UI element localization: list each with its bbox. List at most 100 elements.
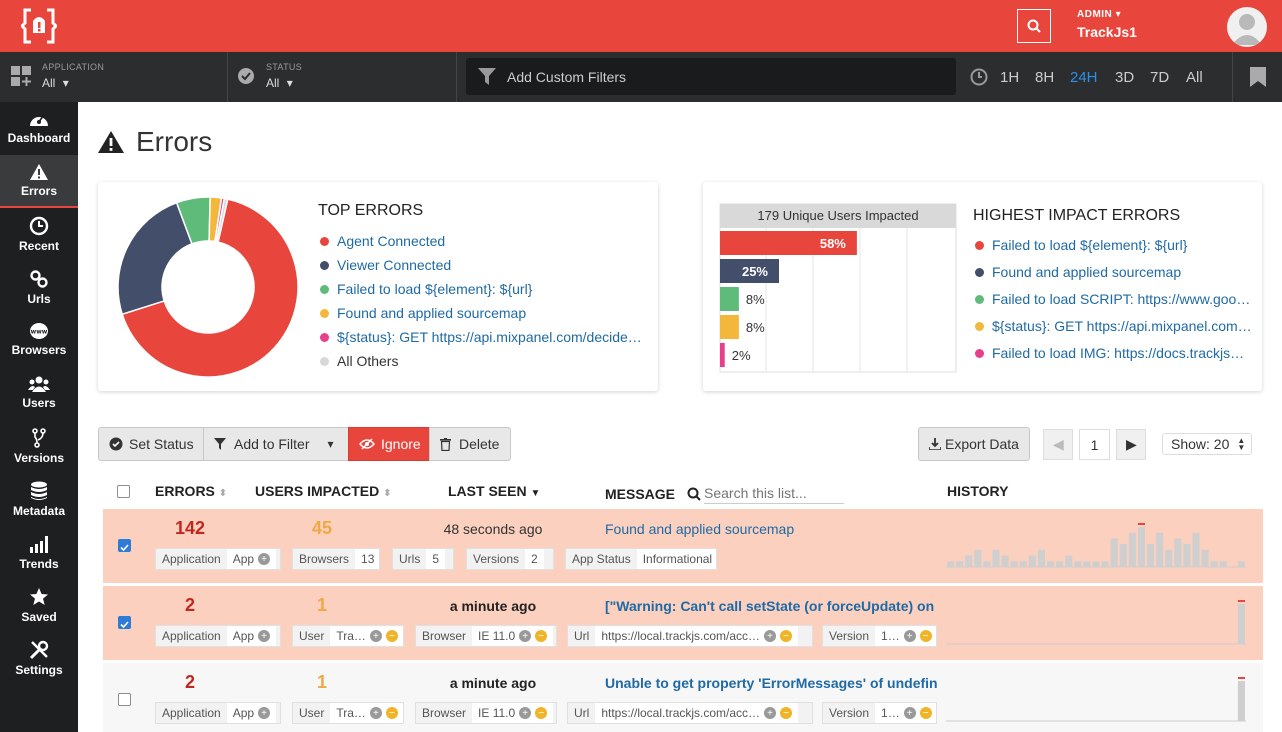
plus-circle-icon[interactable]: +	[903, 707, 916, 719]
sidebar-item-versions[interactable]: Versions	[0, 420, 78, 473]
plus-circle-icon[interactable]: +	[519, 630, 532, 642]
add-to-filter-button[interactable]: Add to Filter ▾	[203, 427, 349, 461]
tag-browser[interactable]: Browser IE 11.0 + −	[415, 702, 557, 724]
plus-circle-icon[interactable]: +	[764, 707, 777, 719]
error-message-link[interactable]: ["Warning: Can't call setState (or force…	[605, 598, 937, 614]
donut-slice[interactable]	[215, 197, 229, 244]
sidebar-item-dashboard[interactable]: Dashboard	[0, 102, 78, 155]
highest-impact-legend-item[interactable]: Failed to load ${element}: ${url}	[975, 237, 1187, 253]
minus-circle-icon[interactable]: −	[535, 707, 548, 719]
tag-url[interactable]: Url https://local.trackjs.com/acc… + −	[567, 625, 813, 647]
message-search-input[interactable]	[704, 482, 844, 504]
error-message-link[interactable]: Found and applied sourcemap	[605, 521, 795, 537]
plus-circle-icon[interactable]: +	[519, 707, 532, 719]
last-seen-column-header[interactable]: LAST SEEN ▼	[448, 483, 540, 499]
top-errors-donut[interactable]	[108, 187, 308, 387]
sidebar-item-users[interactable]: Users	[0, 367, 78, 420]
tag-versions[interactable]: Versions 2	[466, 548, 554, 570]
application-filter[interactable]: APPLICATION All ▾	[0, 52, 228, 102]
table-row[interactable]: 142 45 48 seconds ago Found and applied …	[103, 509, 1263, 583]
bookmark-button[interactable]	[1232, 52, 1282, 102]
impact-bar[interactable]	[720, 343, 725, 367]
plus-circle-icon[interactable]: +	[764, 630, 777, 642]
highest-impact-legend-item[interactable]: Failed to load SCRIPT: https://www.goo…	[975, 291, 1250, 307]
next-page-button[interactable]: ▶	[1116, 429, 1146, 460]
tag-version[interactable]: Version 1… + −	[822, 625, 937, 647]
sidebar-item-saved[interactable]: Saved	[0, 579, 78, 632]
avatar[interactable]	[1227, 7, 1267, 47]
sidebar-item-settings[interactable]: Settings	[0, 632, 78, 685]
top-errors-legend-item[interactable]: Failed to load ${element}: ${url}	[320, 281, 532, 297]
plus-circle-icon[interactable]: +	[369, 630, 382, 642]
tag-url[interactable]: Url https://local.trackjs.com/acc… + −	[567, 702, 813, 724]
plus-circle-icon[interactable]: +	[369, 707, 382, 719]
range-1h[interactable]: 1H	[1000, 69, 1020, 86]
status-filter[interactable]: STATUS All ▾	[228, 52, 457, 102]
range-8h[interactable]: 8H	[1035, 69, 1055, 86]
sidebar-item-metadata[interactable]: Metadata	[0, 473, 78, 526]
plus-circle-icon[interactable]: +	[258, 707, 271, 719]
table-row[interactable]: 2 1 a minute ago Unable to get property …	[103, 663, 1263, 732]
export-data-button[interactable]: Export Data	[918, 427, 1030, 461]
set-status-button[interactable]: Set Status	[98, 427, 204, 461]
minus-circle-icon[interactable]: −	[385, 630, 398, 642]
users-column-header[interactable]: USERS IMPACTED ⬍	[255, 483, 391, 499]
range-all[interactable]: All	[1186, 69, 1203, 86]
donut-slice[interactable]	[121, 198, 299, 378]
history-sparkline[interactable]	[946, 517, 1246, 569]
top-errors-legend-item[interactable]: Viewer Connected	[320, 257, 451, 273]
plus-circle-icon[interactable]: +	[903, 630, 916, 642]
plus-circle-icon[interactable]: +	[258, 553, 271, 565]
minus-circle-icon[interactable]: −	[385, 707, 398, 719]
impact-bar[interactable]	[720, 259, 779, 283]
highest-impact-legend-item[interactable]: Found and applied sourcemap	[975, 264, 1181, 280]
tag-app-status[interactable]: App Status Informational	[565, 548, 717, 570]
tag-urls[interactable]: Urls 5	[392, 548, 454, 570]
sidebar-item-urls[interactable]: Urls	[0, 261, 78, 314]
top-errors-legend-item[interactable]: Found and applied sourcemap	[320, 305, 526, 321]
row-checkbox[interactable]	[118, 539, 131, 552]
sidebar-item-recent[interactable]: Recent	[0, 208, 78, 261]
search-button[interactable]	[1017, 9, 1051, 43]
tag-application[interactable]: Application App +	[155, 548, 281, 570]
error-message-link[interactable]: Unable to get property 'ErrorMessages' o…	[605, 675, 937, 691]
history-sparkline[interactable]	[946, 594, 1246, 646]
custom-filter-input[interactable]: Add Custom Filters	[466, 58, 956, 95]
account-menu[interactable]: ADMIN ▾ TrackJs1	[1077, 9, 1137, 40]
impact-bar[interactable]	[720, 231, 857, 255]
trackjs-logo[interactable]	[0, 0, 78, 52]
minus-circle-icon[interactable]: −	[919, 707, 932, 719]
sidebar-item-trends[interactable]: Trends	[0, 526, 78, 579]
minus-circle-icon[interactable]: −	[919, 630, 932, 642]
donut-slice[interactable]	[117, 201, 193, 316]
impact-bar[interactable]	[720, 315, 739, 339]
tag-application[interactable]: Application App +	[155, 625, 281, 647]
page-size-select[interactable]: Show: 20 ▲ ▼	[1162, 433, 1252, 455]
delete-button[interactable]: Delete	[429, 427, 511, 461]
table-row[interactable]: 2 1 a minute ago ["Warning: Can't call s…	[103, 586, 1263, 660]
minus-circle-icon[interactable]: −	[780, 630, 793, 642]
sidebar-item-browsers[interactable]: www Browsers	[0, 314, 78, 367]
top-errors-legend-item[interactable]: Agent Connected	[320, 233, 445, 249]
tag-user[interactable]: User Tra… + −	[292, 702, 404, 724]
tag-browser[interactable]: Browser IE 11.0 + −	[415, 625, 557, 647]
range-3d[interactable]: 3D	[1115, 69, 1135, 86]
tag-application[interactable]: Application App +	[155, 702, 281, 724]
page-number[interactable]: 1	[1079, 429, 1110, 460]
impact-bar[interactable]	[720, 287, 739, 311]
minus-circle-icon[interactable]: −	[780, 707, 793, 719]
range-7d[interactable]: 7D	[1150, 69, 1170, 86]
sidebar-item-errors[interactable]: Errors	[0, 155, 78, 208]
errors-column-header[interactable]: ERRORS ⬍	[155, 483, 227, 499]
tag-browsers[interactable]: Browsers 13	[292, 548, 380, 570]
top-errors-legend-item[interactable]: ${status}: GET https://api.mixpanel.com/…	[320, 329, 642, 345]
highest-impact-legend-item[interactable]: Failed to load IMG: https://docs.trackjs…	[975, 345, 1244, 361]
range-24h[interactable]: 24H	[1070, 69, 1098, 86]
row-checkbox[interactable]	[118, 693, 131, 706]
tag-version[interactable]: Version 1… + −	[822, 702, 937, 724]
history-sparkline[interactable]	[946, 671, 1246, 723]
highest-impact-legend-item[interactable]: ${status}: GET https://api.mixpanel.com…	[975, 318, 1252, 334]
highest-impact-bar-chart[interactable]: 179 Unique Users Impacted 58% 25% 8% 8% 2%	[719, 203, 957, 373]
select-all-checkbox[interactable]	[117, 485, 130, 498]
ignore-button[interactable]: Ignore	[348, 427, 430, 461]
